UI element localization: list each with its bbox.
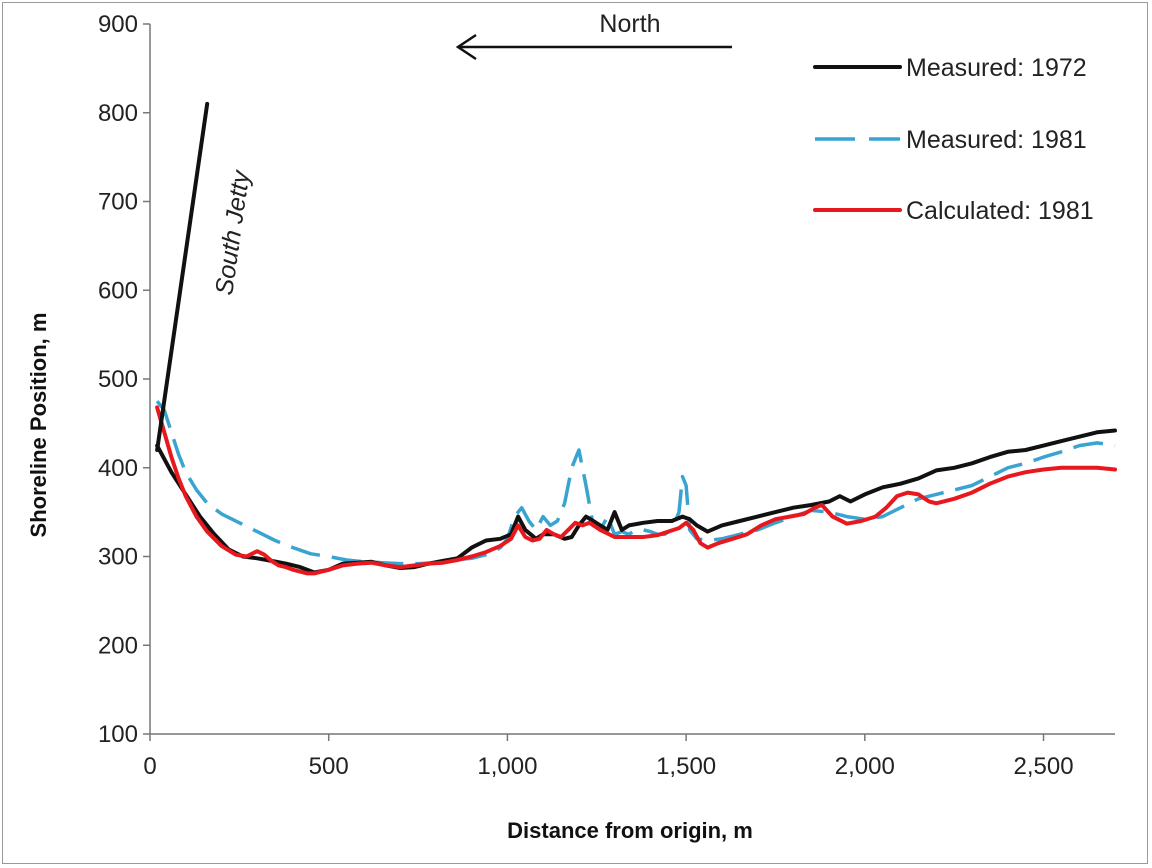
x-tick-label: 2,500 xyxy=(1013,753,1073,780)
y-tick-label: 400 xyxy=(98,455,138,482)
legend-label-2: Calculated: 1981 xyxy=(906,197,1094,225)
y-tick-label: 200 xyxy=(98,632,138,659)
x-tick-label: 1,000 xyxy=(477,753,537,780)
series-line-1 xyxy=(155,400,1116,566)
south-jetty-label: South Jetty xyxy=(210,168,255,297)
south-jetty-line xyxy=(155,101,210,452)
legend: Measured: 1972 Measured: 1981 Calculated: … xyxy=(813,54,1094,225)
y-tick-label: 500 xyxy=(98,366,138,393)
x-ticks: 0 500 1,000 1,500 2,000 2,500 xyxy=(143,734,1074,780)
y-tick-label: 800 xyxy=(98,100,138,127)
north-arrow-head xyxy=(455,33,477,61)
y-ticks: 100 200 300 400 500 600 700 800 900 xyxy=(98,11,150,748)
north-label: North xyxy=(599,10,660,38)
y-tick-label: 900 xyxy=(98,11,138,38)
y-tick-label: 700 xyxy=(98,189,138,216)
legend-label-0: Measured: 1972 xyxy=(906,54,1087,82)
series-line-2 xyxy=(155,405,1117,576)
legend-label-1: Measured: 1981 xyxy=(906,126,1087,154)
y-tick-label: 100 xyxy=(98,721,138,748)
annotations: North South Jetty xyxy=(210,10,732,297)
x-tick-label: 0 xyxy=(143,753,156,780)
x-tick-label: 2,000 xyxy=(835,753,895,780)
y-tick-label: 600 xyxy=(98,277,138,304)
x-tick-label: 500 xyxy=(309,753,349,780)
y-tick-label: 300 xyxy=(98,544,138,571)
y-axis-title: Shoreline Position, m xyxy=(26,313,51,538)
series-layer xyxy=(155,101,1117,576)
x-tick-label: 1,500 xyxy=(656,753,716,780)
x-axis-title: Distance from origin, m xyxy=(507,818,753,843)
